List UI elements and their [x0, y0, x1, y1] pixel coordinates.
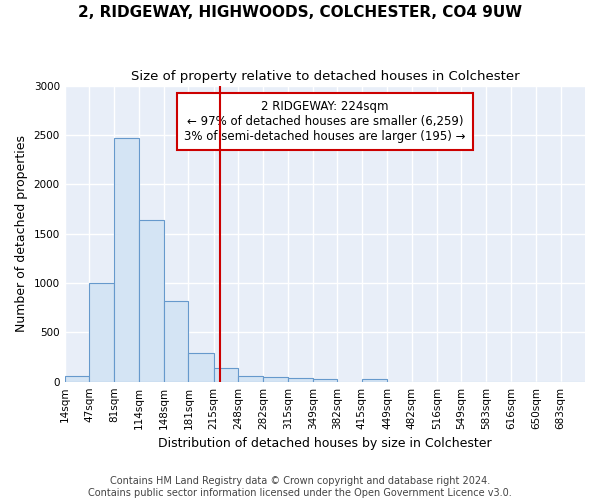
- Title: Size of property relative to detached houses in Colchester: Size of property relative to detached ho…: [131, 70, 519, 83]
- Bar: [288, 378, 313, 382]
- Bar: [362, 378, 387, 382]
- Bar: [214, 368, 238, 382]
- Bar: [263, 376, 288, 382]
- Text: 2, RIDGEWAY, HIGHWOODS, COLCHESTER, CO4 9UW: 2, RIDGEWAY, HIGHWOODS, COLCHESTER, CO4 …: [78, 5, 522, 20]
- Text: 2 RIDGEWAY: 224sqm
← 97% of detached houses are smaller (6,259)
3% of semi-detac: 2 RIDGEWAY: 224sqm ← 97% of detached hou…: [184, 100, 466, 144]
- Y-axis label: Number of detached properties: Number of detached properties: [15, 135, 28, 332]
- Bar: [313, 378, 337, 382]
- Bar: [238, 376, 263, 382]
- Bar: [164, 300, 188, 382]
- Bar: [65, 376, 89, 382]
- Bar: [89, 283, 115, 382]
- Bar: [139, 220, 164, 382]
- X-axis label: Distribution of detached houses by size in Colchester: Distribution of detached houses by size …: [158, 437, 491, 450]
- Bar: [115, 138, 139, 382]
- Bar: [188, 353, 214, 382]
- Text: Contains HM Land Registry data © Crown copyright and database right 2024.
Contai: Contains HM Land Registry data © Crown c…: [88, 476, 512, 498]
